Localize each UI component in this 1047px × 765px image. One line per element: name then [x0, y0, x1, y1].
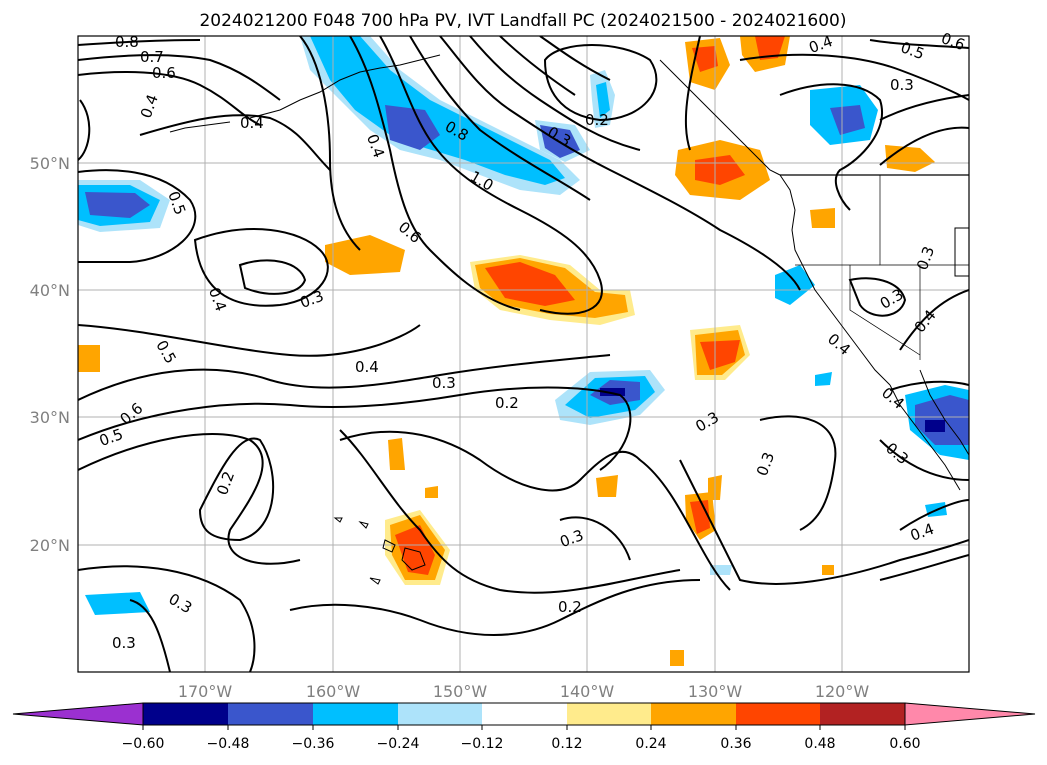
lon-label: 160°W [306, 682, 361, 701]
contour-label: 0.3 [432, 374, 456, 392]
colorbar-bin [567, 703, 651, 725]
pv-contours [78, 36, 969, 672]
colorbar-bin [482, 703, 567, 725]
colorbar-over-triangle [904, 702, 1036, 726]
colorbar-bin [143, 703, 228, 725]
colorbar-tick-label: −0.60 [122, 736, 165, 752]
lat-label: 40°N [30, 281, 70, 300]
lon-label: 140°W [560, 682, 615, 701]
contour-label: 0.2 [495, 394, 519, 412]
lon-label: 130°W [688, 682, 743, 701]
contour-label: 0.2 [558, 598, 582, 616]
contour-label: 0.3 [112, 634, 136, 652]
colorbar-tick-label: 0.60 [889, 736, 920, 752]
graticule [78, 36, 969, 672]
contour-label: 0.8 [115, 33, 139, 51]
colorbar-frame [142, 702, 906, 726]
colorbar-tick-label: −0.48 [207, 736, 250, 752]
lon-label: 150°W [433, 682, 488, 701]
lat-label: 50°N [30, 154, 70, 173]
colorbar-bin [398, 703, 482, 725]
lat-label: 20°N [30, 536, 70, 555]
colorbar-bin [651, 703, 736, 725]
latitude-labels: 50°N 40°N 30°N 20°N [30, 154, 70, 555]
colorbar-bin [736, 703, 820, 725]
contour-label: 0.3 [890, 76, 914, 94]
colorbar-bin [228, 703, 313, 725]
colorbar-tick-label: −0.12 [461, 736, 504, 752]
contour-label: 0.7 [140, 48, 164, 66]
map-panel: 0.8 0.7 0.6 0.4 0.4 0.5 0.3 0.2 0.8 1.0 … [77, 29, 970, 673]
colorbar-tick-label: 0.24 [635, 736, 666, 752]
lat-label: 30°N [30, 408, 70, 427]
colorbar-tick-label: 0.36 [720, 736, 751, 752]
colorbar-tick-label: −0.24 [377, 736, 420, 752]
map-inset-box [954, 227, 970, 277]
coastlines [169, 54, 969, 585]
colorbar: −0.60 −0.48 −0.36 −0.24 −0.12 0.12 0.24 … [12, 702, 1036, 752]
colorbar-tick-label: 0.48 [804, 736, 835, 752]
contour-label: 0.2 [585, 111, 609, 129]
figure-title: 2024021200 F048 700 hPa PV, IVT Landfall… [199, 11, 846, 31]
longitude-labels: 170°W 160°W 150°W 140°W 130°W 120°W [178, 682, 870, 701]
colorbar-tick-label: 0.12 [551, 736, 582, 752]
contour-label: 0.6 [152, 64, 176, 82]
contour-label: 0.4 [355, 358, 379, 376]
lon-label: 170°W [178, 682, 233, 701]
colorbar-bin [313, 703, 398, 725]
lon-label: 120°W [815, 682, 870, 701]
map-frame [77, 35, 970, 673]
colorbar-bin [820, 703, 905, 725]
colorbar-tick-label: −0.36 [292, 736, 335, 752]
colorbar-under-triangle [12, 702, 144, 726]
contour-label: 0.4 [240, 114, 264, 132]
